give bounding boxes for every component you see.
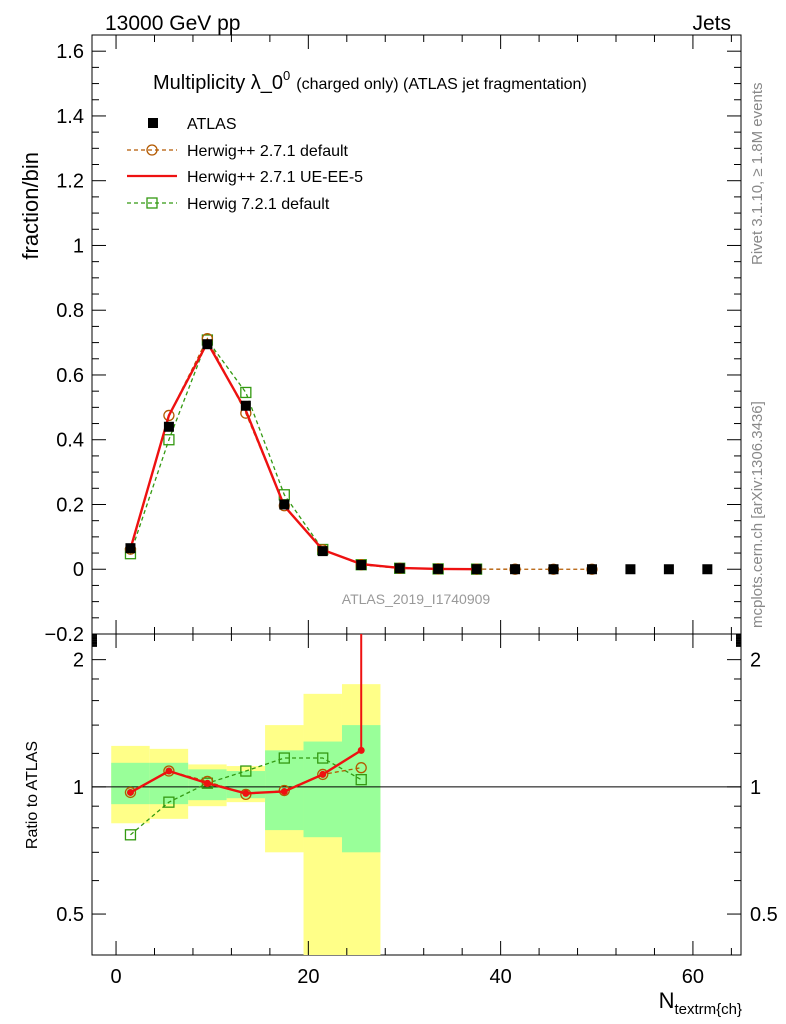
series-point-herwig7 xyxy=(240,386,252,399)
ratio-point-herwig-ueee5 xyxy=(242,789,250,797)
atlas-data-point xyxy=(317,546,328,557)
atlas-data-point xyxy=(125,543,136,554)
y-tick-label: 0.2 xyxy=(56,494,84,516)
legend-label-herwig-default: Herwig++ 2.7.1 default xyxy=(187,143,349,160)
series-line-herwig-default xyxy=(129,337,592,570)
ratio-point-herwig-default xyxy=(124,786,137,799)
legend-marker-herwig-default xyxy=(146,144,158,156)
y-tick-label: 0.4 xyxy=(56,430,84,452)
ratio-point-herwig7 xyxy=(240,765,252,777)
atlas-data-point xyxy=(356,560,367,571)
atlas-data-point xyxy=(702,564,713,575)
title-rest: (charged only) (ATLAS jet fragmentation) xyxy=(296,76,587,93)
ratio-point-herwig7 xyxy=(317,752,329,764)
header-right: Jets xyxy=(692,12,731,35)
mcplots-label: mcplots.cern.ch [arXiv:1306.3436] xyxy=(749,401,766,628)
atlas-data-point xyxy=(510,564,521,575)
y-tick-label: 0.6 xyxy=(56,365,84,387)
ratio-y-tick-label-left: 0.5 xyxy=(56,904,84,926)
ratio-point-herwig-ueee5 xyxy=(203,779,211,787)
legend-label-herwig-ueee5: Herwig++ 2.7.1 UE-EE-5 xyxy=(187,169,363,186)
title-main: Multiplicity λ_0 xyxy=(153,72,283,94)
ratio-point-herwig-ueee5 xyxy=(280,787,288,795)
legend-marker-atlas xyxy=(148,118,158,128)
ratio-y-tick-label-left: 1 xyxy=(73,777,84,799)
ratio-uncertainty-bands xyxy=(92,684,741,955)
ratio-panel-frame xyxy=(91,633,742,956)
ratio-y-tick-label-left: 2 xyxy=(73,650,84,672)
ratio-point-herwig7 xyxy=(355,774,367,786)
x-axis-label-main: N xyxy=(659,988,675,1013)
x-axis-label: Ntextrm{ch} xyxy=(659,988,742,1018)
y-tick-label: 0 xyxy=(73,559,84,581)
y-tick-label: 0.8 xyxy=(56,300,84,322)
x-tick-label: 40 xyxy=(490,966,512,988)
ratio-point-herwig7 xyxy=(278,752,290,764)
x-tick-label: 20 xyxy=(297,966,319,988)
atlas-data-point xyxy=(202,339,213,350)
y-tick-label: 1.6 xyxy=(56,41,84,63)
y-tick-label: 1 xyxy=(73,235,84,257)
atlas-data-point xyxy=(279,499,290,510)
atlas-data-point xyxy=(548,564,559,575)
atlas-data-point xyxy=(163,421,174,432)
rivet-label: Rivet 3.1.10, ≥ 1.8M events xyxy=(749,83,766,266)
ratio-point-herwig-ueee5 xyxy=(165,767,173,775)
ratio-point-herwig-ueee5 xyxy=(126,788,134,796)
ratio-line-herwig7 xyxy=(130,757,362,836)
x-axis-label-sub: textrm{ch} xyxy=(674,1001,742,1018)
atlas-data-point xyxy=(471,564,482,575)
axis-ticks: 0 20 40 60−0.200.20.40.60.811.21.41.60.5 0.5… xyxy=(45,35,778,988)
plot-title: Multiplicity λ_00 (charged only) (ATLAS j… xyxy=(153,68,587,94)
legend-marker-herwig7 xyxy=(146,197,158,209)
legend-label-atlas: ATLAS xyxy=(187,116,237,133)
ratio-band-green xyxy=(303,741,342,838)
atlas-data-point xyxy=(625,564,636,575)
atlas-data-point xyxy=(663,564,674,575)
series-layer xyxy=(124,333,713,841)
atlas-data-point xyxy=(433,563,444,574)
header-left: 13000 GeV pp xyxy=(105,12,240,35)
analysis-label: ATLAS_2019_I1740909 xyxy=(342,591,491,607)
x-tick-label: 0 xyxy=(110,966,121,988)
atlas-data-point xyxy=(240,400,251,411)
y-tick-label: 1.2 xyxy=(56,171,84,193)
y-axis-label: fraction/bin xyxy=(18,152,43,260)
ratio-point-herwig7 xyxy=(163,796,175,808)
ratio-point-herwig-ueee5 xyxy=(319,770,327,778)
series-line-herwig7 xyxy=(129,338,477,570)
series-line-herwig-ueee5 xyxy=(129,340,477,571)
series-point-herwig-default xyxy=(163,409,175,422)
y-tick-label: 1.4 xyxy=(56,106,84,128)
legend: ATLAS Herwig++ 2.7.1 default Herwig++ 2.… xyxy=(127,116,363,213)
ratio-point-herwig-default xyxy=(355,762,367,774)
atlas-data-point xyxy=(394,563,405,574)
series-point-herwig7 xyxy=(163,434,175,446)
ratio-point-herwig7 xyxy=(124,829,137,841)
atlas-data-point xyxy=(586,564,597,575)
legend-label-herwig7: Herwig 7.2.1 default xyxy=(187,196,330,213)
ratio-point-herwig-default xyxy=(163,765,175,777)
y-tick-label: −0.2 xyxy=(45,624,84,646)
ratio-y-axis-label: Ratio to ATLAS xyxy=(24,741,41,849)
ratio-y-tick-label-right: 0.5 xyxy=(750,904,778,926)
ratio-y-tick-label-right: 1 xyxy=(750,777,761,799)
title-superscript: 0 xyxy=(283,68,290,83)
ratio-y-tick-label-right: 2 xyxy=(750,650,761,672)
x-tick-label: 60 xyxy=(682,966,704,988)
ratio-point-herwig-default xyxy=(317,768,329,781)
